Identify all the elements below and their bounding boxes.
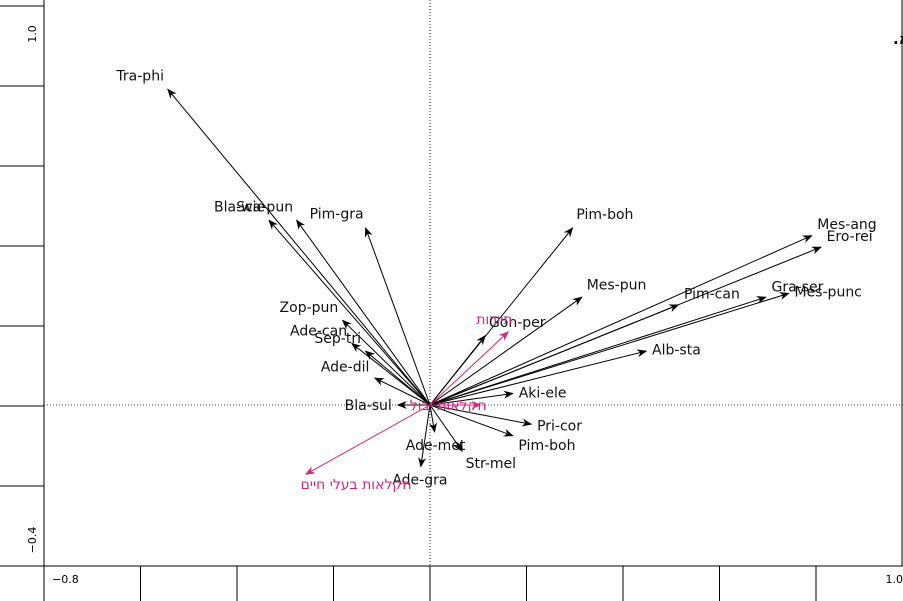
species-arrow-7: [429, 296, 583, 406]
species-label-19: Pri-cor: [537, 418, 582, 434]
species-label-17: Aki-ele: [519, 386, 567, 402]
species-label-3: Pim-gra: [310, 206, 364, 222]
species-arrow-20: [429, 404, 514, 437]
species-label-7: Mes-pun: [587, 278, 647, 294]
species-arrow-5: [429, 235, 813, 406]
species-arrow-3: [364, 226, 431, 406]
species-label-1: Bla-wie: [214, 200, 265, 216]
env-arrow-0: [429, 331, 509, 406]
species-arrow-12: [341, 319, 431, 406]
species-label-22: Str-mel: [466, 456, 516, 472]
species-label-16: Ade-dil: [321, 359, 370, 375]
species-label-5: Mes-ang: [817, 217, 876, 233]
panel-label: א.: [893, 30, 903, 48]
species-label-0: Tra-phi: [115, 69, 164, 85]
y-axis-ticks: [0, 5, 44, 567]
x-axis-ticks: [43, 566, 817, 601]
env-arrow-2: [304, 404, 431, 475]
y-axis-min-label: −0.4: [26, 527, 39, 554]
species-arrow-17: [429, 390, 514, 406]
env-label-1: חקלאות יבול: [410, 398, 487, 414]
plot-frame: [43, 0, 903, 601]
x-axis-max-label: 1.0: [886, 573, 903, 586]
species-arrow-15: [429, 349, 648, 406]
species-label-23: Ade-gra: [392, 473, 447, 489]
species-label-20: Pim-boh: [518, 438, 575, 454]
species-arrow-14: [364, 350, 431, 406]
species-label-15: Alb-sta: [652, 343, 701, 359]
species-arrow-21: [429, 404, 438, 433]
species-arrow-0: [167, 88, 431, 406]
species-label-2: Sca-pun: [236, 199, 293, 215]
environment-arrows: תיירות חקלאות יבול חקלאות בעלי חיים: [301, 312, 513, 493]
y-axis-max-label: 1.0: [26, 25, 39, 43]
species-arrow-8: [429, 304, 680, 406]
species-label-13: Ade-can: [290, 324, 347, 340]
species-arrow-22: [429, 404, 463, 453]
x-axis-min-label: −0.8: [52, 573, 79, 586]
species-arrow-16: [373, 377, 431, 406]
species-arrow-10: [429, 296, 767, 406]
species-label-18: Bla-sul: [345, 398, 392, 414]
species-label-9: Mes-punc: [795, 285, 862, 301]
species-arrow-2: [296, 219, 431, 406]
species-label-14: Sep-tri: [314, 331, 361, 347]
env-label-0: תיירות: [476, 312, 512, 328]
species-arrow-9: [429, 292, 790, 406]
species-arrow-1: [268, 219, 431, 406]
species-arrow-23: [418, 404, 431, 468]
species-arrow-11: [429, 334, 486, 406]
species-label-8: Pim-can: [684, 287, 740, 303]
species-label-12: Zop-pun: [280, 300, 339, 316]
species-label-11: Gon-per: [489, 315, 546, 331]
env-label-2: חקלאות בעלי חיים: [301, 477, 412, 493]
species-arrow-19: [429, 404, 533, 427]
species-label-4: Pim-boh: [576, 207, 633, 223]
species-label-6: Ero-rei: [827, 229, 873, 245]
species-label-21: Ade-met: [406, 438, 466, 454]
species-label-10: Gra-ser: [772, 279, 824, 295]
